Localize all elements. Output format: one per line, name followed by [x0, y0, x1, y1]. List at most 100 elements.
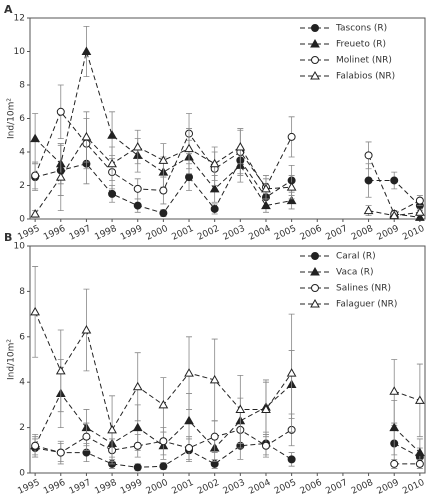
- x-tick-label: 2001: [170, 224, 195, 243]
- x-tick-label: 2006: [299, 224, 324, 243]
- x-tick-label: 2009: [376, 478, 401, 497]
- point: [185, 173, 194, 182]
- point: [286, 368, 297, 377]
- point: [158, 399, 169, 409]
- x-tick-label: 1996: [42, 224, 67, 243]
- legend-marker: [310, 298, 320, 308]
- point: [261, 183, 271, 193]
- point: [81, 324, 92, 334]
- x-tick-label: 2003: [222, 478, 247, 497]
- y-tick-label: 2: [19, 181, 25, 191]
- plot-frame: [29, 245, 426, 474]
- point: [286, 195, 297, 205]
- y-tick-label: 6: [19, 332, 25, 342]
- point: [81, 46, 92, 55]
- point: [261, 200, 271, 210]
- x-tick-label: 1998: [93, 224, 118, 243]
- x-tick-label: 2000: [145, 478, 170, 497]
- y-tick-label: 8: [19, 287, 25, 297]
- x-tick-label: 1995: [16, 224, 41, 243]
- point: [235, 141, 246, 151]
- x-tick-label: 1998: [93, 478, 118, 497]
- y-tick-label: 4: [19, 148, 25, 158]
- y-tick-label: 4: [19, 378, 25, 388]
- legend-label: Tascons (R): [335, 24, 387, 34]
- legend-label: Vaca (R): [336, 268, 374, 278]
- point: [132, 422, 143, 432]
- point: [107, 158, 117, 168]
- x-tick-label: 1997: [68, 478, 93, 497]
- point: [390, 176, 399, 185]
- point: [415, 447, 425, 457]
- point: [159, 437, 168, 446]
- series-line: [34, 311, 421, 432]
- legend-marker: [310, 70, 320, 80]
- point: [210, 204, 219, 213]
- point: [30, 133, 40, 143]
- point: [133, 201, 142, 210]
- legend-marker: [311, 56, 319, 64]
- point: [389, 210, 400, 220]
- x-tick-label: 2008: [350, 224, 375, 243]
- y-tick-label: 8: [19, 81, 25, 91]
- legend-label: Salines (NR): [336, 284, 391, 294]
- point: [363, 205, 374, 215]
- point: [159, 186, 168, 195]
- y-tick-label: 0: [19, 469, 25, 479]
- series-line: [35, 442, 421, 468]
- x-tick-label: 2007: [324, 224, 349, 243]
- x-tick-label: 2010: [401, 224, 426, 243]
- point: [389, 422, 400, 432]
- x-tick-label: 2010: [401, 478, 426, 497]
- point: [158, 155, 169, 164]
- x-tick-label: 2005: [273, 224, 298, 243]
- legend-label: Molinet (NR): [336, 56, 392, 66]
- panel-label: B: [4, 231, 12, 244]
- point: [209, 183, 220, 193]
- x-tick-label: 2002: [196, 478, 221, 497]
- point: [31, 171, 40, 180]
- series-line: [34, 110, 421, 215]
- legend-label: Caral (R): [336, 252, 376, 262]
- series-line: [34, 49, 420, 218]
- point: [389, 386, 400, 395]
- point: [415, 459, 424, 468]
- point: [415, 207, 425, 216]
- x-tick-label: 1995: [16, 478, 41, 497]
- x-tick-label: 2003: [222, 224, 247, 243]
- x-tick-label: 2004: [247, 224, 272, 243]
- point: [415, 395, 425, 404]
- x-tick-label: 2002: [196, 224, 221, 243]
- legend-label: Falabios (NR): [336, 72, 395, 82]
- x-tick-label: 2009: [376, 224, 401, 243]
- x-tick-label: 2001: [170, 478, 195, 497]
- point: [210, 432, 219, 441]
- y-tick-label: 2: [19, 423, 25, 433]
- legend-marker: [311, 252, 319, 260]
- point: [30, 208, 40, 218]
- point: [56, 107, 65, 116]
- x-tick-label: 1999: [119, 478, 144, 497]
- point: [209, 158, 220, 168]
- point: [107, 130, 117, 139]
- y-tick-label: 12: [14, 14, 25, 24]
- point: [132, 141, 143, 151]
- series-line: [35, 159, 421, 214]
- legend-marker: [311, 284, 319, 292]
- point: [107, 424, 117, 434]
- x-tick-label: 2007: [324, 478, 349, 497]
- legend-marker: [310, 266, 320, 276]
- legend-label: Freueto (R): [336, 40, 386, 50]
- point: [108, 189, 117, 198]
- point: [81, 131, 92, 141]
- point: [261, 404, 271, 413]
- point: [56, 448, 65, 457]
- x-tick-label: 1997: [68, 224, 93, 243]
- x-tick-label: 2000: [145, 224, 170, 243]
- point: [31, 441, 40, 450]
- x-tick-label: 2005: [273, 478, 298, 497]
- point: [261, 441, 270, 450]
- x-tick-label: 2006: [299, 478, 324, 497]
- point: [364, 151, 373, 160]
